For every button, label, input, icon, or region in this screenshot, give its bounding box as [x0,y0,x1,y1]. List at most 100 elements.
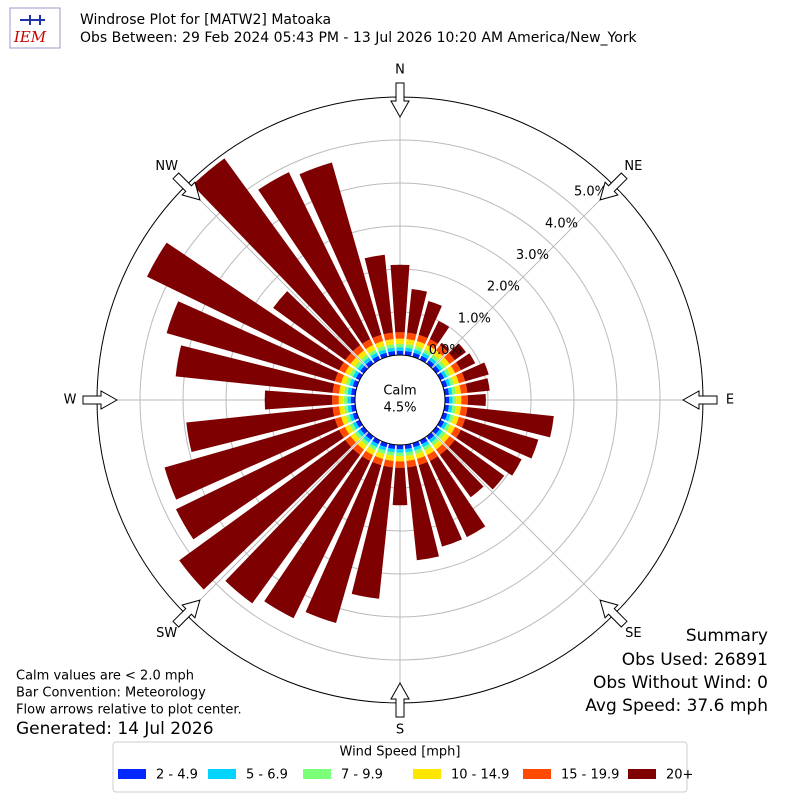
bar-segment [449,396,453,404]
bar-segment [426,450,438,461]
bar-segment [377,448,386,455]
compass-label: N [395,63,405,78]
bar-segment [415,451,425,459]
legend-box [112,741,688,793]
bar-segment [225,448,361,604]
generated: Generated: 14 Jul 2026 [16,719,214,739]
calm-value: 4.5% [383,401,416,416]
bar-segment [338,395,344,405]
bar-segment [164,418,339,500]
bar-segment [396,343,404,348]
bar-segment [459,406,468,417]
bar-segment [450,426,461,438]
compass-label: S [396,723,404,738]
bar-segment [432,426,440,435]
bar-segment [350,396,356,404]
flow-arrow [681,390,718,410]
bar-segment [456,429,522,476]
bar-segment [432,365,440,374]
summary: Obs Without Wind: 0 [593,673,768,693]
bar-segment [360,426,368,435]
bar-segment [418,300,442,339]
bar-segment [365,432,374,440]
bar-segment [375,451,385,459]
legend-swatch [523,769,551,779]
bar-segment [390,264,410,333]
bar-segment [347,396,351,404]
bar-segment [349,368,357,377]
bar-segment [395,338,405,344]
legend-title: Wind Speed [mph] [340,745,461,760]
bar-segment [413,445,422,451]
bar-segment [459,383,468,394]
bar-segment [415,341,425,349]
bar-segment [418,461,463,547]
legend-swatch [118,769,146,779]
bar-segment [299,162,382,339]
compass-label: E [726,393,734,408]
flow-arrow-shape [681,390,718,410]
logo: IEM [9,7,61,49]
legend-swatch [208,769,236,779]
flow-arrow-shape [599,599,628,628]
bar-segment [360,365,368,374]
bar-segment [377,345,386,352]
bar-segment [439,342,450,352]
bar-segment [413,349,422,355]
bar-segment [363,357,372,365]
bar-segment [352,421,360,430]
bar-segment [421,352,430,360]
bar-segment [368,443,377,451]
bar-segment [357,440,367,450]
bar-segment [444,352,455,364]
bar-segment [383,459,394,468]
y-tick-label: 3.0% [516,248,549,263]
bar-segment [341,375,349,385]
bar-segment [363,435,372,443]
summary: Obs Used: 26891 [622,650,768,670]
bar-segment [179,439,352,590]
legend: 2 - 4.9 5 - 6.9 7 - 9.9 10 - 14.9 15 - 19.9 2… [118,768,693,783]
bar-segment [395,461,405,468]
bar-segment [378,445,387,451]
bar-segment [387,447,395,453]
legend-label: 5 - 6.9 [246,768,288,783]
bar-segment [414,448,423,455]
bar-segment [430,437,440,446]
bar-segment [383,332,394,341]
bar-segment [354,430,363,440]
bar-segment [378,349,387,355]
bar-segment [437,360,446,370]
bar-segment [345,352,356,364]
bar-segment [406,332,417,341]
legend-label: 10 - 14.9 [451,768,509,783]
y-tick-label: 4.0% [545,216,578,231]
bar-segment [264,456,371,619]
flow-arrow-shape [599,172,628,201]
calm-label: Calm [383,384,416,399]
bar-segment [436,444,448,455]
chart-title: Windrose Plot for [MATW2] Matoaka [80,12,331,28]
bar-segment [426,432,435,440]
flow-arrow [82,390,119,410]
bar-segment [406,459,417,468]
bar-segment [395,332,405,339]
bar-segment [372,355,381,363]
bar-segment [396,452,404,457]
bar-segment [465,378,490,393]
bar-segment [334,372,344,384]
bar-segment [347,387,353,395]
bar-segment [448,377,455,386]
bar-segment [345,414,352,423]
compass-label: NW [155,159,178,174]
bar-segment [467,394,486,406]
bar-segment [446,424,456,435]
summary: Avg Speed: 37.6 mph [585,696,768,716]
bar-segment [352,345,364,356]
bar-segment [456,395,462,405]
bar-segment [344,424,354,435]
compass-label: W [64,393,77,408]
y-tick-label: 1.0% [458,311,491,326]
bar-segment [350,357,360,367]
